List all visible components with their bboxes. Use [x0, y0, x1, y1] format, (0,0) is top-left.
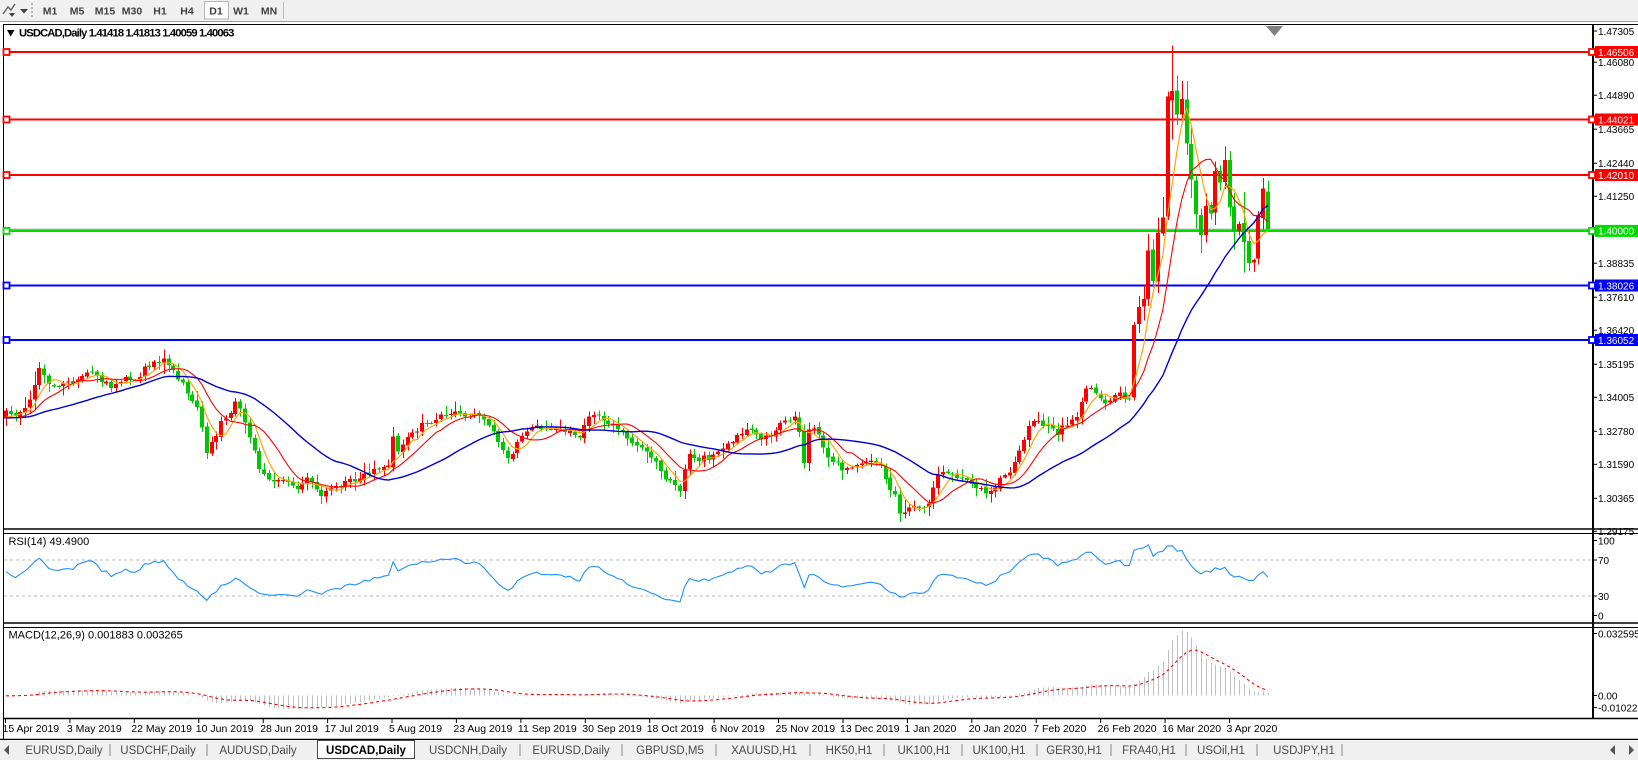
svg-text:MN: MN	[261, 6, 277, 18]
svg-text:1.41250: 1.41250	[1598, 192, 1635, 203]
svg-text:USDJPY,H1: USDJPY,H1	[1273, 745, 1335, 757]
svg-text:W1: W1	[233, 6, 249, 18]
svg-text:7 Feb 2020: 7 Feb 2020	[1033, 723, 1086, 735]
svg-text:1.34005: 1.34005	[1598, 393, 1635, 404]
svg-text:11 Sep 2019: 11 Sep 2019	[518, 723, 577, 735]
svg-text:18 Oct 2019: 18 Oct 2019	[647, 723, 704, 735]
svg-text:28 Jun 2019: 28 Jun 2019	[260, 723, 318, 735]
svg-text:UK100,H1: UK100,H1	[972, 745, 1025, 757]
svg-text:H4: H4	[180, 6, 194, 18]
svg-text:16 Mar 2020: 16 Mar 2020	[1162, 723, 1221, 735]
svg-text:1.44021: 1.44021	[1598, 115, 1635, 126]
svg-text:1.42010: 1.42010	[1598, 171, 1635, 182]
svg-text:30: 30	[1598, 592, 1610, 603]
svg-text:1.36420: 1.36420	[1598, 326, 1635, 337]
svg-text:GER30,H1: GER30,H1	[1046, 745, 1102, 757]
svg-text:RSI(14) 49.4900: RSI(14) 49.4900	[9, 536, 90, 548]
svg-text:USDCHF,Daily: USDCHF,Daily	[120, 745, 196, 757]
svg-text:3 Apr 2020: 3 Apr 2020	[1227, 723, 1278, 735]
svg-text:M15: M15	[95, 6, 116, 18]
svg-text:1.46506: 1.46506	[1598, 48, 1635, 59]
svg-text:0.032595: 0.032595	[1598, 629, 1638, 640]
svg-text:USDCNH,Daily: USDCNH,Daily	[429, 745, 507, 757]
svg-text:17 Jul 2019: 17 Jul 2019	[325, 723, 379, 735]
svg-text:0.00: 0.00	[1598, 691, 1618, 702]
svg-text:1.47305: 1.47305	[1598, 27, 1635, 38]
svg-text:1.44890: 1.44890	[1598, 91, 1635, 102]
svg-text:M5: M5	[70, 6, 85, 18]
svg-text:10 Jun 2019: 10 Jun 2019	[196, 723, 254, 735]
svg-text:5 Aug 2019: 5 Aug 2019	[389, 723, 442, 735]
svg-text:-0.010222: -0.010222	[1598, 703, 1638, 714]
svg-text:UK100,H1: UK100,H1	[897, 745, 950, 757]
svg-text:1.46080: 1.46080	[1598, 58, 1635, 69]
svg-text:25 Nov 2019: 25 Nov 2019	[776, 723, 836, 735]
svg-text:1.40000: 1.40000	[1598, 227, 1635, 238]
svg-text:100: 100	[1598, 536, 1615, 547]
svg-text:EURUSD,Daily: EURUSD,Daily	[25, 745, 103, 757]
svg-text:1.32780: 1.32780	[1598, 427, 1635, 438]
svg-text:1.30365: 1.30365	[1598, 494, 1635, 505]
svg-text:M30: M30	[122, 6, 143, 18]
svg-text:1.31590: 1.31590	[1598, 460, 1635, 471]
svg-text:D1: D1	[209, 6, 223, 18]
svg-text:0: 0	[1598, 611, 1604, 622]
svg-text:15 Apr 2019: 15 Apr 2019	[3, 723, 60, 735]
svg-text:1.43665: 1.43665	[1598, 125, 1635, 136]
svg-text:1 Jan 2020: 1 Jan 2020	[904, 723, 956, 735]
svg-text:USDCAD,Daily 1.41418 1.41813: USDCAD,Daily 1.41418 1.41813 1.40059 1.4…	[19, 28, 234, 40]
svg-text:1.38835: 1.38835	[1598, 259, 1635, 270]
svg-text:GBPUSD,M5: GBPUSD,M5	[636, 745, 704, 757]
svg-text:1.42440: 1.42440	[1598, 159, 1635, 170]
svg-text:6 Nov 2019: 6 Nov 2019	[711, 723, 765, 735]
svg-text:1.36052: 1.36052	[1598, 336, 1635, 347]
svg-text:22 May 2019: 22 May 2019	[131, 723, 192, 735]
svg-text:FRA40,H1: FRA40,H1	[1122, 745, 1176, 757]
svg-text:MACD(12,26,9) 0.001883 0.00326: MACD(12,26,9) 0.001883 0.003265	[9, 630, 183, 642]
svg-text:1.29175: 1.29175	[1598, 527, 1635, 538]
svg-text:30 Sep 2019: 30 Sep 2019	[582, 723, 642, 735]
svg-text:23 Aug 2019: 23 Aug 2019	[453, 723, 512, 735]
svg-text:1.35195: 1.35195	[1598, 360, 1635, 371]
svg-text:USOil,H1: USOil,H1	[1197, 745, 1245, 757]
svg-text:M1: M1	[43, 6, 58, 18]
svg-text:H1: H1	[153, 6, 167, 18]
svg-text:13 Dec 2019: 13 Dec 2019	[840, 723, 900, 735]
svg-text:XAUUSD,H1: XAUUSD,H1	[731, 745, 797, 757]
svg-text:1.38026: 1.38026	[1598, 281, 1635, 292]
svg-text:3 May 2019: 3 May 2019	[67, 723, 122, 735]
svg-text:USDCAD,Daily: USDCAD,Daily	[326, 745, 406, 757]
svg-text:20 Jan 2020: 20 Jan 2020	[969, 723, 1027, 735]
svg-text:26 Feb 2020: 26 Feb 2020	[1098, 723, 1157, 735]
svg-text:1.37610: 1.37610	[1598, 293, 1635, 304]
svg-text:70: 70	[1598, 556, 1610, 567]
svg-text:HK50,H1: HK50,H1	[826, 745, 873, 757]
svg-text:AUDUSD,Daily: AUDUSD,Daily	[219, 745, 297, 757]
svg-text:EURUSD,Daily: EURUSD,Daily	[532, 745, 610, 757]
